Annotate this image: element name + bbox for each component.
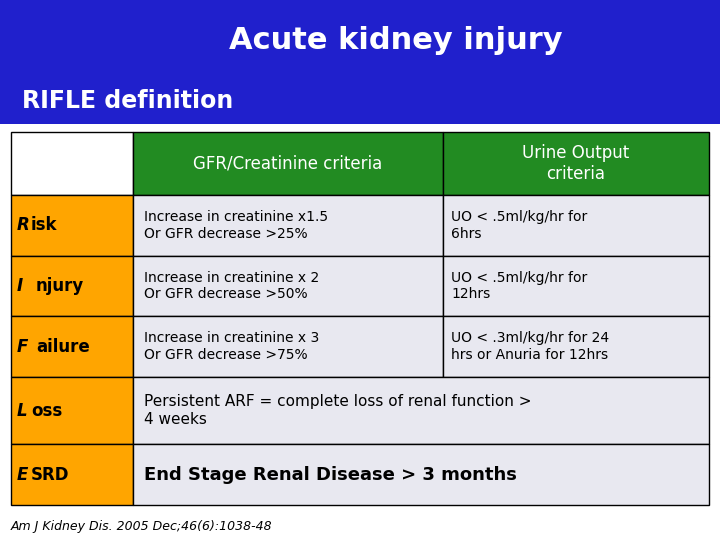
Text: oss: oss [31, 402, 62, 420]
FancyBboxPatch shape [11, 132, 133, 195]
FancyBboxPatch shape [133, 132, 443, 195]
Text: GFR/Creatinine criteria: GFR/Creatinine criteria [194, 155, 382, 173]
Text: Acute kidney injury: Acute kidney injury [229, 26, 563, 55]
Text: L: L [17, 402, 27, 420]
Text: SRD: SRD [31, 465, 69, 484]
Text: I: I [17, 277, 23, 295]
Text: njury: njury [36, 277, 84, 295]
FancyBboxPatch shape [11, 256, 133, 316]
Text: E: E [17, 465, 28, 484]
FancyBboxPatch shape [11, 377, 133, 444]
FancyBboxPatch shape [443, 195, 709, 256]
FancyBboxPatch shape [133, 316, 443, 377]
FancyBboxPatch shape [11, 444, 133, 505]
Text: Increase in creatinine x 3
Or GFR decrease >75%: Increase in creatinine x 3 Or GFR decrea… [144, 332, 319, 362]
FancyBboxPatch shape [133, 377, 709, 444]
Text: isk: isk [31, 217, 58, 234]
FancyBboxPatch shape [443, 316, 709, 377]
Text: Urine Output
criteria: Urine Output criteria [523, 144, 629, 183]
Text: UO < .5ml/kg/hr for
12hrs: UO < .5ml/kg/hr for 12hrs [451, 271, 588, 301]
Text: Am J Kidney Dis. 2005 Dec;46(6):1038-48: Am J Kidney Dis. 2005 Dec;46(6):1038-48 [11, 520, 272, 533]
Text: Persistent ARF = complete loss of renal function >
4 weeks: Persistent ARF = complete loss of renal … [144, 394, 531, 427]
Text: End Stage Renal Disease > 3 months: End Stage Renal Disease > 3 months [144, 465, 517, 484]
FancyBboxPatch shape [11, 316, 133, 377]
Text: Increase in creatinine x 2
Or GFR decrease >50%: Increase in creatinine x 2 Or GFR decrea… [144, 271, 319, 301]
Text: Increase in creatinine x1.5
Or GFR decrease >25%: Increase in creatinine x1.5 Or GFR decre… [144, 211, 328, 240]
Text: UO < .5ml/kg/hr for
6hrs: UO < .5ml/kg/hr for 6hrs [451, 211, 588, 240]
FancyBboxPatch shape [133, 444, 709, 505]
Text: ailure: ailure [36, 338, 90, 355]
FancyBboxPatch shape [443, 132, 709, 195]
FancyBboxPatch shape [11, 195, 133, 256]
Text: R: R [17, 217, 30, 234]
Text: UO < .3ml/kg/hr for 24
hrs or Anuria for 12hrs: UO < .3ml/kg/hr for 24 hrs or Anuria for… [451, 332, 610, 362]
FancyBboxPatch shape [133, 256, 443, 316]
Text: F: F [17, 338, 28, 355]
FancyBboxPatch shape [443, 256, 709, 316]
FancyBboxPatch shape [133, 195, 443, 256]
FancyBboxPatch shape [0, 0, 720, 124]
Text: RIFLE definition: RIFLE definition [22, 89, 233, 113]
